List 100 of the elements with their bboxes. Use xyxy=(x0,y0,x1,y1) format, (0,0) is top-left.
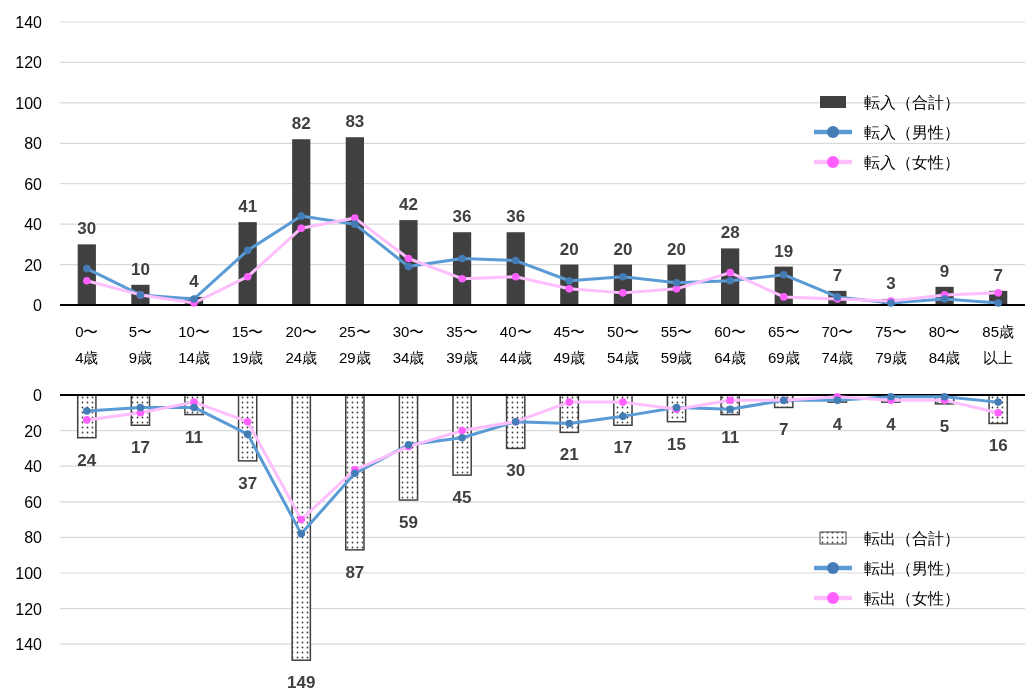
data-label: 15 xyxy=(667,434,686,454)
data-label: 16 xyxy=(988,436,1008,456)
point xyxy=(887,392,895,401)
data-label: 7 xyxy=(779,420,789,440)
y-tick-label: 120 xyxy=(15,54,43,72)
data-label: 11 xyxy=(721,427,740,447)
y-tick-label: 0 xyxy=(33,297,43,314)
data-label: 30 xyxy=(506,461,526,481)
data-label: 5 xyxy=(939,416,950,436)
legend-label: 転入（合計） xyxy=(864,94,960,111)
point xyxy=(565,419,574,428)
x-tick-label: 55〜59歳 xyxy=(660,323,693,366)
x-tick-label: 10〜14歳 xyxy=(178,323,210,366)
data-label: 19 xyxy=(774,241,794,261)
data-label: 21 xyxy=(559,445,579,465)
point xyxy=(351,469,359,478)
point xyxy=(243,430,252,438)
y-tick-label: 20 xyxy=(24,422,43,440)
data-label: 7 xyxy=(832,265,843,285)
x-tick-label: 45〜49歳 xyxy=(553,323,586,366)
point xyxy=(458,254,466,263)
point xyxy=(243,246,252,255)
data-label: 4 xyxy=(832,415,843,435)
x-tick-label: 5〜9歳 xyxy=(128,323,153,366)
legend-label: 転入（女性） xyxy=(864,154,960,171)
y-tick-label: 60 xyxy=(24,175,43,193)
point xyxy=(779,270,788,279)
data-label: 20 xyxy=(667,239,686,259)
x-tick-label: 40〜44歳 xyxy=(499,323,532,366)
y-tick-label: 0 xyxy=(33,387,43,404)
data-label: 3 xyxy=(886,273,896,293)
point xyxy=(351,220,359,228)
point xyxy=(619,412,627,421)
data-label: 20 xyxy=(613,239,633,259)
point xyxy=(511,256,520,265)
data-label: 82 xyxy=(291,114,311,134)
point xyxy=(297,212,306,220)
x-tick-label: 0〜4歳 xyxy=(75,323,99,366)
point xyxy=(994,299,1002,307)
point xyxy=(404,262,413,271)
x-tick-label: 20〜24歳 xyxy=(285,323,318,366)
bar xyxy=(345,137,364,305)
y-tick-label: 80 xyxy=(24,135,43,153)
data-label: 4 xyxy=(886,415,897,435)
data-label: 20 xyxy=(559,239,579,259)
data-label: 87 xyxy=(345,562,365,582)
data-label: 9 xyxy=(939,261,950,281)
data-label: 7 xyxy=(993,265,1003,285)
x-tick-label: 50〜54歳 xyxy=(607,323,639,366)
x-tick-label: 70〜74歳 xyxy=(821,323,854,366)
x-tick-label: 85歳以上 xyxy=(982,323,1015,366)
point xyxy=(83,264,91,273)
y-tick-label: 100 xyxy=(15,94,43,112)
data-label: 17 xyxy=(130,438,150,458)
x-tick-label: 15〜19歳 xyxy=(231,323,264,366)
x-tick-label: 60〜64歳 xyxy=(714,323,746,366)
data-label: 28 xyxy=(720,223,740,243)
data-label: 45 xyxy=(452,488,472,508)
legend-label: 転出（女性） xyxy=(864,590,960,607)
point xyxy=(619,272,627,281)
point xyxy=(833,396,842,405)
point xyxy=(940,392,949,401)
x-tick-label: 30〜34歳 xyxy=(392,323,425,366)
legend-label: 転出（合計） xyxy=(864,530,960,547)
data-label: 41 xyxy=(238,197,258,217)
x-tick-label: 25〜29歳 xyxy=(339,323,371,366)
data-label: 37 xyxy=(238,473,258,493)
legend-label: 転入（男性） xyxy=(864,124,960,141)
point xyxy=(672,278,681,287)
y-tick-label: 140 xyxy=(15,14,43,31)
data-label: 149 xyxy=(287,673,316,693)
legend-label: 転出（男性） xyxy=(864,560,960,577)
data-label: 24 xyxy=(77,450,97,470)
point xyxy=(458,433,466,442)
x-tick-label: 75〜79歳 xyxy=(875,323,907,366)
y-tick-label: 60 xyxy=(24,493,43,511)
y-tick-label: 120 xyxy=(15,600,43,618)
point xyxy=(726,276,734,285)
data-label: 4 xyxy=(189,271,200,291)
y-tick-label: 80 xyxy=(24,529,43,547)
y-tick-label: 100 xyxy=(15,565,43,582)
point xyxy=(297,530,306,538)
x-tick-label: 65〜69歳 xyxy=(767,323,800,366)
data-label: 59 xyxy=(399,513,418,533)
y-tick-label: 140 xyxy=(15,636,43,654)
x-tick-label: 80〜84歳 xyxy=(928,323,961,366)
data-label: 30 xyxy=(77,219,97,239)
y-tick-label: 40 xyxy=(24,458,43,476)
data-label: 36 xyxy=(506,207,526,227)
point xyxy=(190,295,198,303)
point xyxy=(565,276,574,285)
x-tick-label: 35〜39歳 xyxy=(446,323,478,366)
bar xyxy=(292,139,311,305)
data-label: 17 xyxy=(613,438,633,458)
data-label: 11 xyxy=(185,427,204,447)
point xyxy=(994,398,1002,406)
point xyxy=(83,407,91,415)
data-label: 36 xyxy=(452,207,472,227)
data-label: 42 xyxy=(399,195,418,215)
y-tick-label: 40 xyxy=(24,216,43,234)
